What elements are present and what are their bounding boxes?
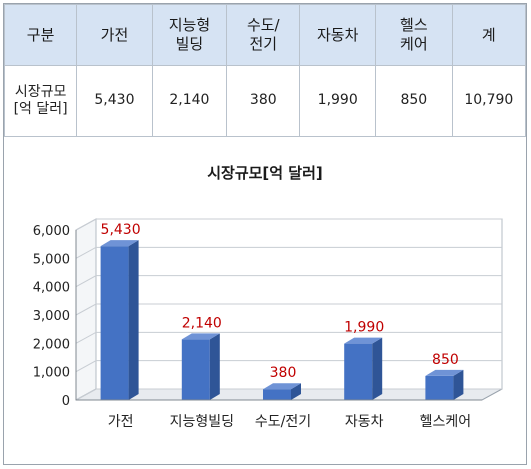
bar-front	[181, 339, 210, 400]
bar-top	[181, 333, 220, 340]
bar-side	[453, 369, 464, 400]
y-tick-label: 5,000	[33, 252, 70, 267]
x-tick-label: 자동차	[345, 414, 384, 430]
y-tick-label: 0	[62, 394, 70, 409]
header-cell-total: 계	[451, 4, 527, 66]
value-cell-water-electric: 380	[226, 65, 301, 137]
gridline	[75, 303, 502, 316]
value-cell-healthcare: 850	[374, 65, 453, 137]
y-tick-label: 4,000	[33, 281, 70, 296]
bar	[100, 240, 139, 400]
bar-top	[263, 383, 301, 390]
header-cell-appliance: 가전	[76, 4, 153, 66]
gridline	[75, 246, 502, 259]
data-label: 2,140	[182, 315, 222, 331]
y-tick-label: 1,000	[33, 366, 70, 381]
header-cell-water-electric: 수도/ 전기	[226, 4, 301, 66]
bar-chart-3d: 시장규모[억 달러] 0 1,000 2,000 3,000 4,000 5,000 6,0…	[33, 164, 503, 430]
bar-top	[425, 369, 464, 376]
x-tick-label: 수도/전기	[255, 414, 311, 430]
header-cell-healthcare: 헬스 케어	[374, 4, 453, 66]
bar-side	[209, 333, 220, 400]
y-tick-label: 6,000	[33, 224, 70, 239]
bar-side	[291, 383, 301, 400]
chart-title: 시장규모[억 달러]	[207, 164, 323, 182]
y-axis: 0 1,000 2,000 3,000 4,000 5,000 6,000	[33, 224, 77, 409]
header-cell-automobile: 자동차	[299, 4, 376, 66]
y-tick-label: 2,000	[33, 337, 70, 352]
row-label-cell: 시장규모 [억 달러]	[3, 65, 78, 137]
gridline	[75, 275, 502, 288]
bar	[181, 333, 220, 400]
x-tick-label: 가전	[108, 414, 134, 430]
market-size-table: 구분 가전 지능형 빌딩 수도/ 전기 자동차 헬스 케어 계 시장규모 [억 …	[3, 4, 527, 137]
table-row: 시장규모 [억 달러] 5,430 2,140 380 1,990 850 10…	[3, 65, 527, 137]
bar	[425, 369, 464, 400]
x-axis: 가전 지능형빌딩 수도/전기 자동차 헬스케어	[76, 399, 482, 430]
header-cell-category: 구분	[3, 4, 78, 66]
header-cell-smart-building: 지능형 빌딩	[151, 4, 228, 66]
data-label: 850	[432, 352, 459, 368]
bar-front	[100, 246, 129, 400]
bar-top	[344, 337, 383, 344]
value-cell-appliance: 5,430	[76, 65, 153, 137]
data-label: 5,430	[101, 222, 141, 238]
x-tick-label: 헬스케어	[420, 414, 472, 430]
data-label: 380	[270, 365, 297, 381]
y-tick-label: 3,000	[33, 309, 70, 324]
bar-side	[372, 337, 383, 400]
value-cell-smart-building: 2,140	[151, 65, 228, 137]
bar	[263, 383, 301, 400]
bar-front	[263, 389, 291, 400]
chart-area: 시장규모[억 달러] 0 1,000 2,000 3,000 4,000 5,000 6,0…	[4, 135, 526, 465]
value-cell-automobile: 1,990	[299, 65, 376, 137]
bar-top	[100, 240, 139, 247]
bar-side	[128, 240, 139, 400]
bars	[100, 240, 464, 400]
bar-front	[344, 343, 373, 400]
x-tick-label: 지능형빌딩	[170, 414, 234, 430]
figure-frame: 구분 가전 지능형 빌딩 수도/ 전기 자동차 헬스 케어 계 시장규모 [억 …	[3, 3, 527, 465]
data-label: 1,990	[344, 320, 384, 336]
table-header-row: 구분 가전 지능형 빌딩 수도/ 전기 자동차 헬스 케어 계	[3, 4, 527, 66]
gridline	[75, 218, 502, 231]
bar-front	[425, 375, 454, 400]
data-labels: 5,430 2,140 380 1,990 850	[101, 222, 459, 381]
bar	[344, 337, 383, 400]
gridline	[75, 331, 502, 344]
value-cell-total: 10,790	[451, 65, 527, 137]
